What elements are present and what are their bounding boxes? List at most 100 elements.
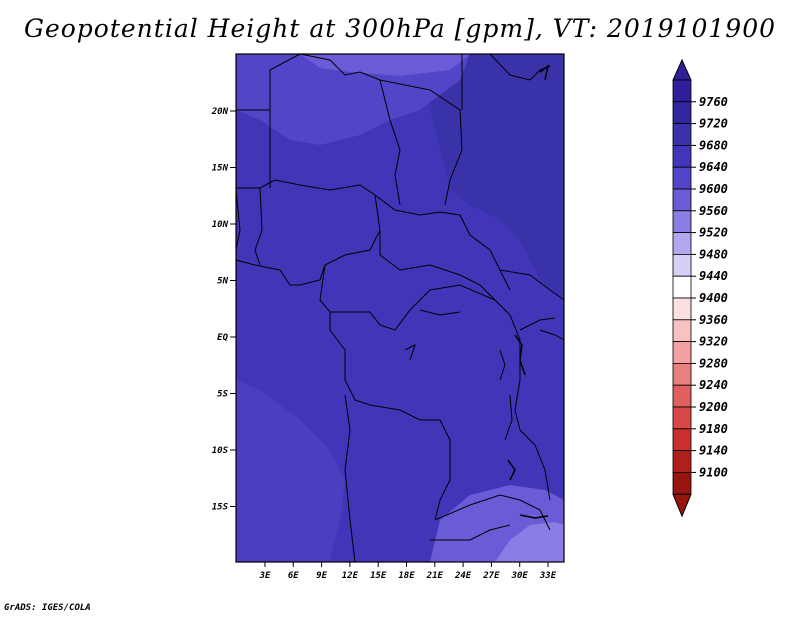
lake-outline: [519, 514, 549, 519]
country-borders: [235, 53, 565, 563]
colorbar-segment: [672, 79, 692, 103]
border-line: [235, 259, 300, 286]
lakes: [507, 64, 550, 519]
border-line: [519, 317, 556, 331]
border-line: [329, 329, 451, 521]
colorbar-label: 9280: [699, 356, 728, 370]
contour-region-9520: [495, 522, 564, 562]
border-line: [419, 309, 461, 316]
colorbar-segment: [672, 253, 692, 277]
colorbar: 9760 9720 9680 9640 9600 9560 9520 9480 9440 9400…: [672, 58, 728, 518]
lat-tick-label: 15N: [212, 164, 229, 174]
lon-tick-label: 33E: [539, 571, 557, 581]
colorbar-top-arrow: [672, 58, 692, 81]
contour-region-9680: [430, 54, 564, 300]
colorbar-segment: [672, 188, 692, 212]
colorbar-label: 9200: [699, 400, 728, 414]
border-line: [539, 329, 565, 341]
colorbar-label: 9720: [699, 117, 728, 131]
lon-tick-label: 27E: [482, 571, 500, 581]
colorbar-label: 9480: [699, 247, 728, 261]
colorbar-bottom-arrow: [672, 493, 692, 518]
colorbar-segment: [672, 406, 692, 430]
colorbar-segment: [672, 210, 692, 234]
map-title: Geopotential Height at 300hPa [gpm], VT:…: [23, 14, 777, 43]
colorbar-segment: [672, 166, 692, 190]
colorbar-label: 9400: [699, 291, 728, 305]
colorbar-label: 9140: [699, 444, 728, 458]
colorbar-segment: [672, 144, 692, 168]
border-line: [374, 194, 511, 291]
contour-region-9600-north: [236, 54, 470, 145]
colorbar-label: 9320: [699, 335, 728, 349]
border-line: [379, 230, 496, 301]
border-line: [379, 79, 463, 206]
border-line: [235, 189, 241, 251]
colorbar-segment: [672, 471, 692, 495]
border-line: [504, 394, 513, 441]
lon-tick-label: 18E: [398, 571, 415, 581]
lake-outline: [507, 459, 516, 481]
colorbar-segment: [672, 232, 692, 255]
map-panel: [235, 53, 565, 563]
border-line: [254, 187, 263, 266]
colorbar-label: 9100: [699, 465, 728, 479]
border-line: [299, 53, 401, 176]
colorbar-label: 9240: [699, 378, 728, 392]
border-line: [344, 394, 356, 563]
colorbar-label: 9640: [699, 160, 728, 174]
colorbar-label: 9560: [699, 204, 728, 218]
contour-region-9560-top: [300, 54, 470, 76]
border-line: [519, 429, 551, 501]
credit-label: GrADS: IGES/COLA: [4, 603, 91, 613]
lon-tick-label: 12E: [342, 571, 359, 581]
colorbar-segment: [672, 275, 692, 299]
border-line: [434, 494, 551, 531]
lat-tick-label: 10N: [212, 220, 229, 230]
lat-tick-label: 15S: [212, 503, 229, 513]
lon-tick-label: 15E: [370, 571, 387, 581]
longitude-axis: 3E 6E 9E 12E 15E 18E 21E 24E 27E 30E 33E: [259, 562, 557, 581]
border-line: [404, 344, 416, 361]
colorbar-label: 9680: [699, 138, 728, 152]
lat-tick-label: EQ: [217, 333, 228, 343]
lat-tick-label: 10S: [212, 446, 229, 456]
lon-tick-label: 9E: [316, 571, 327, 581]
border-line: [330, 284, 521, 431]
lon-tick-label: 30E: [511, 571, 529, 581]
border-line: [499, 349, 506, 381]
lon-tick-label: 6E: [288, 571, 299, 581]
lat-tick-label: 5S: [217, 390, 228, 400]
lon-tick-label: 3E: [259, 571, 271, 581]
colorbar-label: 9180: [699, 422, 728, 436]
border-line: [319, 264, 331, 330]
lake-outline: [539, 64, 550, 81]
colorbar-segment: [672, 319, 692, 342]
contour-region-9600-west: [236, 380, 345, 562]
colorbar-label: 9360: [699, 313, 728, 327]
border-line: [236, 53, 301, 111]
colorbar-label: 9600: [699, 182, 728, 196]
lon-tick-label: 21E: [426, 571, 444, 581]
colorbar-segment: [672, 362, 692, 386]
map-frame: [235, 53, 565, 563]
colorbar-label: 9760: [699, 95, 728, 109]
border-line: [394, 174, 401, 206]
border-line: [499, 269, 565, 301]
lat-tick-label: 20N: [211, 107, 229, 117]
colorbar-label: 9440: [699, 269, 728, 283]
colorbar-segment: [672, 384, 692, 408]
border-line: [430, 524, 511, 541]
colorbar-segment: [672, 297, 692, 321]
colorbar-segment: [672, 428, 692, 451]
colorbar-segment: [672, 341, 692, 364]
colorbar-segment: [672, 101, 692, 125]
lon-tick-label: 24E: [454, 571, 472, 581]
colorbar-segment: [672, 123, 692, 146]
colorbar-segment: [672, 450, 692, 473]
latitude-axis: 20N 15N 10N 5N EQ 5S 10S 15S: [211, 107, 236, 513]
colorbar-label: 9520: [699, 226, 728, 240]
lake-outline: [514, 334, 526, 376]
lat-tick-label: 5N: [217, 277, 228, 287]
